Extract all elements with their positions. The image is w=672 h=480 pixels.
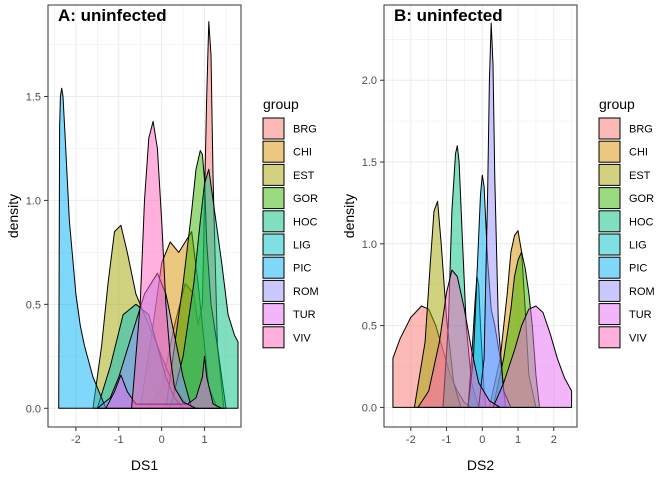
legend-item-gor: GOR (262, 187, 318, 210)
legend-key (262, 303, 285, 326)
y-tick-label: 1.0 (26, 195, 41, 207)
legend-item-viv: VIV (598, 326, 647, 349)
x-axis-label: DS2 (467, 457, 494, 473)
legend-label: LIG (629, 240, 647, 252)
y-tick-label: 0.5 (26, 299, 41, 311)
x-tick-label: 0 (479, 434, 485, 446)
legend-item-tur: TUR (598, 303, 652, 326)
legend-label: ROM (629, 286, 655, 298)
legend-item-brg: BRG (262, 117, 317, 140)
y-tick-label: 1.0 (362, 239, 377, 251)
panel-1: A: uninfected -2 -1 0 1 0.0 0.5 1.0 1.5 DS1 densit… (5, 4, 319, 473)
legend-key (262, 187, 285, 210)
legend-item-chi: CHI (262, 140, 312, 163)
density-pic (58, 87, 107, 409)
plot-border (383, 4, 578, 428)
legend-label: ROM (293, 286, 319, 298)
x-tick-label: -1 (442, 434, 452, 446)
legend-label: PIC (629, 263, 647, 275)
y-axis-label: density (5, 194, 21, 238)
legend-key (262, 210, 285, 233)
density-hoc (169, 168, 239, 409)
legend-label: TUR (293, 309, 316, 321)
legend-item-tur: TUR (262, 303, 316, 326)
legend-item-hoc: HOC (598, 210, 654, 233)
panel-2: B: uninfected -2 -1 0 1 2 0.0 0.5 1.0 1.5 2.0 DS2 de… (341, 4, 655, 473)
y-tick-label: 2.0 (362, 75, 377, 87)
legend-item-brg: BRG (598, 117, 653, 140)
y-tick-label: 0.0 (362, 402, 377, 414)
legend-label: CHI (293, 147, 312, 159)
legend-key (262, 256, 285, 279)
legend-label: HOC (629, 216, 654, 228)
panel-title: A: uninfected (58, 6, 167, 25)
legend-label: GOR (629, 193, 654, 205)
x-tick-label: -1 (114, 434, 124, 446)
legend-key (598, 163, 621, 186)
legend-key (262, 279, 285, 302)
legend-item-est: EST (262, 163, 315, 186)
legend-label: VIV (293, 332, 311, 344)
legend-item-gor: GOR (598, 187, 654, 210)
x-tick-label: -2 (406, 434, 416, 446)
plot-border (47, 4, 242, 428)
legend-label: EST (629, 170, 651, 182)
legend-item-pic: PIC (598, 256, 647, 279)
legend-label: BRG (293, 124, 317, 136)
legend-key (598, 210, 621, 233)
legend-label: BRG (629, 124, 653, 136)
legend-key (262, 140, 285, 163)
x-tick-label: 1 (201, 434, 207, 446)
legend-label: HOC (293, 216, 318, 228)
density-tur (492, 305, 573, 408)
legend-label: LIG (293, 240, 311, 252)
legend-key (262, 326, 285, 349)
legend-item-viv: VIV (262, 326, 311, 349)
x-tick-label: 1 (515, 434, 521, 446)
legend-item-rom: ROM (262, 279, 319, 302)
legend-item-lig: LIG (598, 233, 647, 256)
legend-label: GOR (293, 193, 318, 205)
density-viv (417, 269, 501, 408)
legend-label: CHI (629, 147, 648, 159)
legend-key (262, 233, 285, 256)
legend-item-lig: LIG (262, 233, 311, 256)
legend-key (262, 117, 285, 140)
y-tick-label: 0.0 (26, 403, 41, 415)
legend-key (598, 326, 621, 349)
y-axis-label: density (341, 194, 357, 238)
legend-item-rom: ROM (598, 279, 655, 302)
legend: group BRG CHI EST GOR HOC LIG PIC ROM TUR VIV (598, 96, 655, 349)
legend-label: EST (293, 170, 315, 182)
legend-key (598, 187, 621, 210)
panel-title: B: uninfected (394, 6, 503, 25)
legend-key (598, 117, 621, 140)
legend-key (598, 256, 621, 279)
legend-key (598, 303, 621, 326)
legend-item-chi: CHI (598, 140, 648, 163)
legend-title: group (599, 96, 635, 112)
legend-key (598, 233, 621, 256)
legend: group BRG CHI EST GOR HOC LIG PIC ROM TUR VIV (262, 96, 319, 349)
x-axis-label: DS1 (131, 457, 158, 473)
y-tick-label: 1.5 (362, 157, 377, 169)
legend-label: VIV (629, 332, 647, 344)
x-tick-label: 0 (159, 434, 165, 446)
x-tick-label: 2 (551, 434, 557, 446)
legend-item-est: EST (598, 163, 651, 186)
legend-key (598, 279, 621, 302)
x-tick-label: -2 (71, 434, 81, 446)
legend-label: TUR (629, 309, 652, 321)
legend-item-hoc: HOC (262, 210, 318, 233)
legend-item-pic: PIC (262, 256, 311, 279)
legend-key (598, 140, 621, 163)
legend-label: PIC (293, 263, 311, 275)
legend-title: group (263, 96, 299, 112)
y-tick-label: 0.5 (362, 321, 377, 333)
legend-key (262, 163, 285, 186)
y-tick-label: 1.5 (26, 91, 41, 103)
density-viv (131, 120, 197, 409)
